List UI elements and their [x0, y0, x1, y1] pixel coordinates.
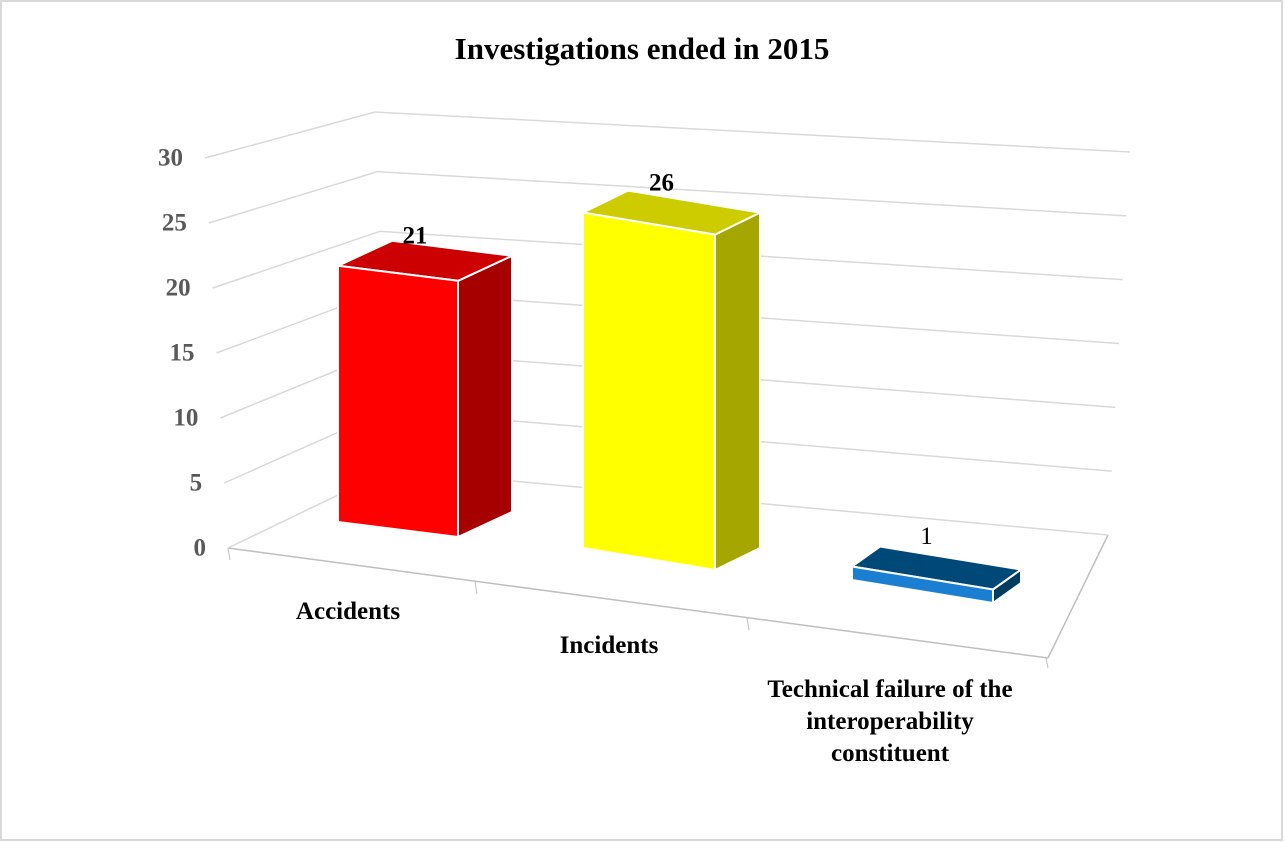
x-tick-label: Accidents — [295, 598, 401, 625]
floor-front-edge — [227, 547, 1049, 659]
y-tick-label: 0 — [194, 535, 207, 562]
y-tick-label: 5 — [190, 470, 203, 497]
y-tick-label: 20 — [166, 275, 191, 302]
floor-right-edge — [1047, 534, 1109, 659]
floor-tick — [746, 617, 750, 631]
y-tick-label: 10 — [173, 405, 198, 432]
floor-tick — [227, 547, 231, 561]
y-tick-label: 15 — [170, 340, 195, 367]
floor-tick — [1045, 657, 1049, 669]
x-tick-label: Incidents — [559, 632, 659, 659]
grid-line — [212, 230, 1123, 289]
value-label: 26 — [649, 169, 674, 196]
value-label: 1 — [920, 523, 933, 550]
bar — [851, 565, 994, 605]
bar — [337, 264, 459, 539]
y-tick-label: 30 — [158, 145, 183, 172]
chart-title: Investigations ended in 2015 — [455, 31, 830, 66]
floor-tick — [474, 581, 478, 595]
y-tick-label: 25 — [162, 210, 187, 237]
grid-line — [208, 170, 1127, 224]
bar-side — [457, 254, 513, 539]
value-label: 21 — [403, 223, 428, 250]
bar-side — [714, 210, 761, 572]
bar — [582, 211, 716, 572]
grid-line — [204, 111, 1131, 159]
x-tick-label: Technical failure of the interoperabilit… — [767, 676, 1013, 767]
